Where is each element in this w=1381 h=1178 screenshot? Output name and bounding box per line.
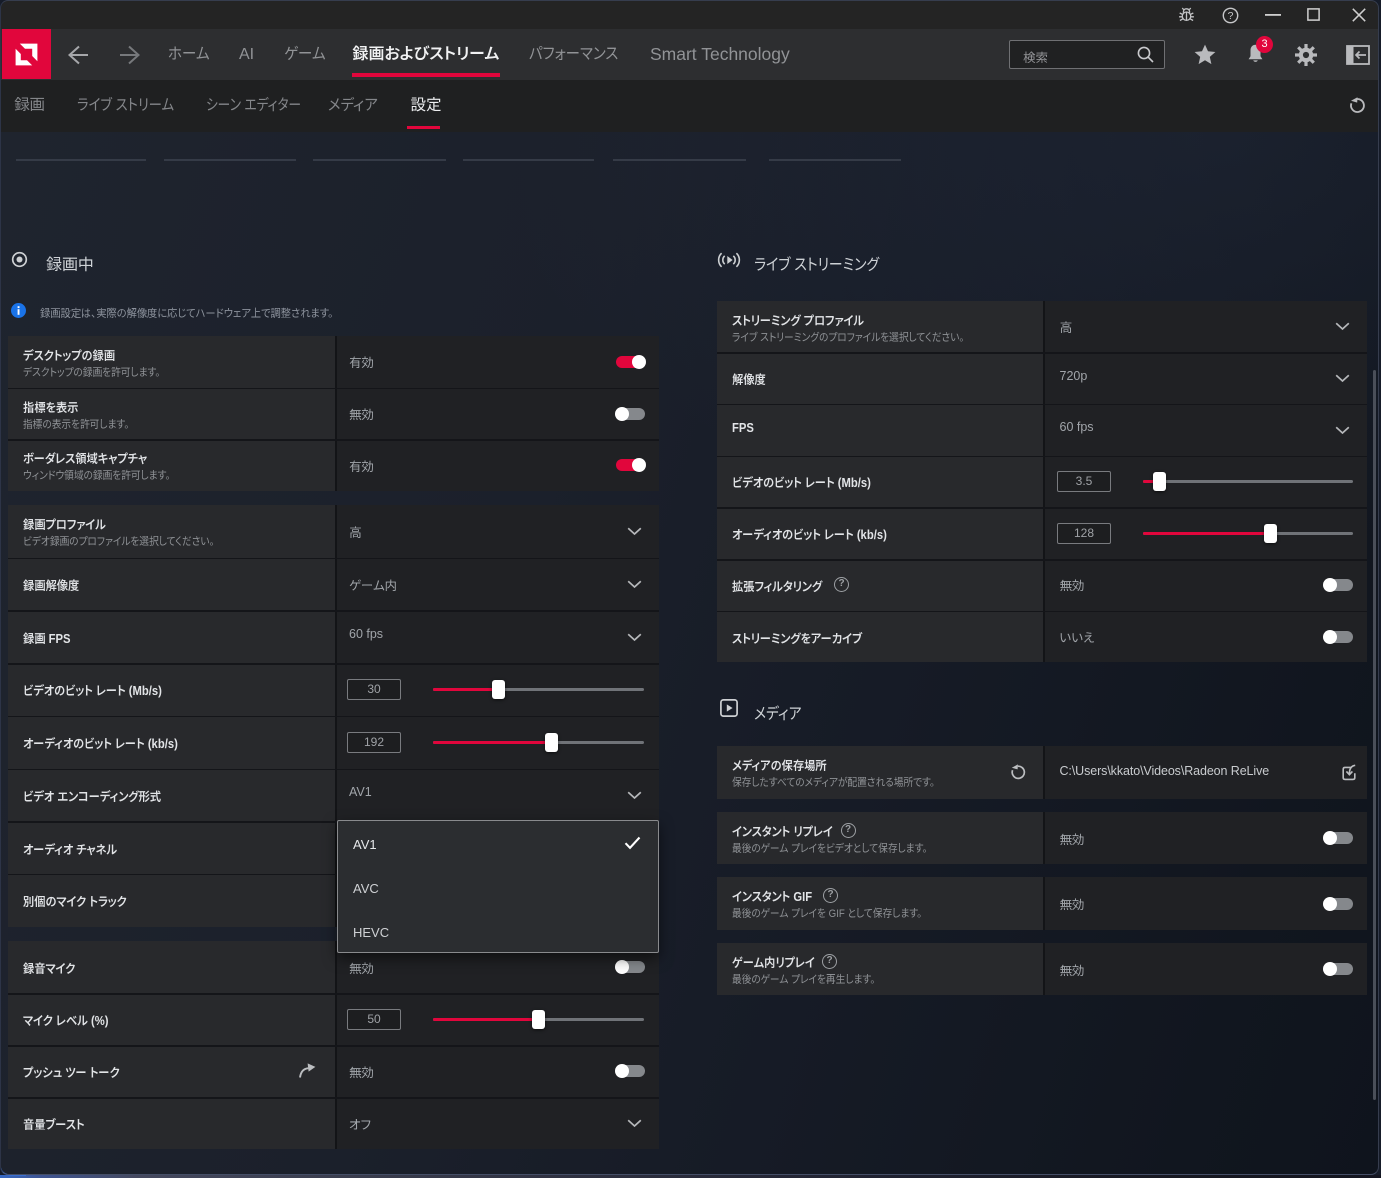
- svg-text:?: ?: [1228, 10, 1234, 22]
